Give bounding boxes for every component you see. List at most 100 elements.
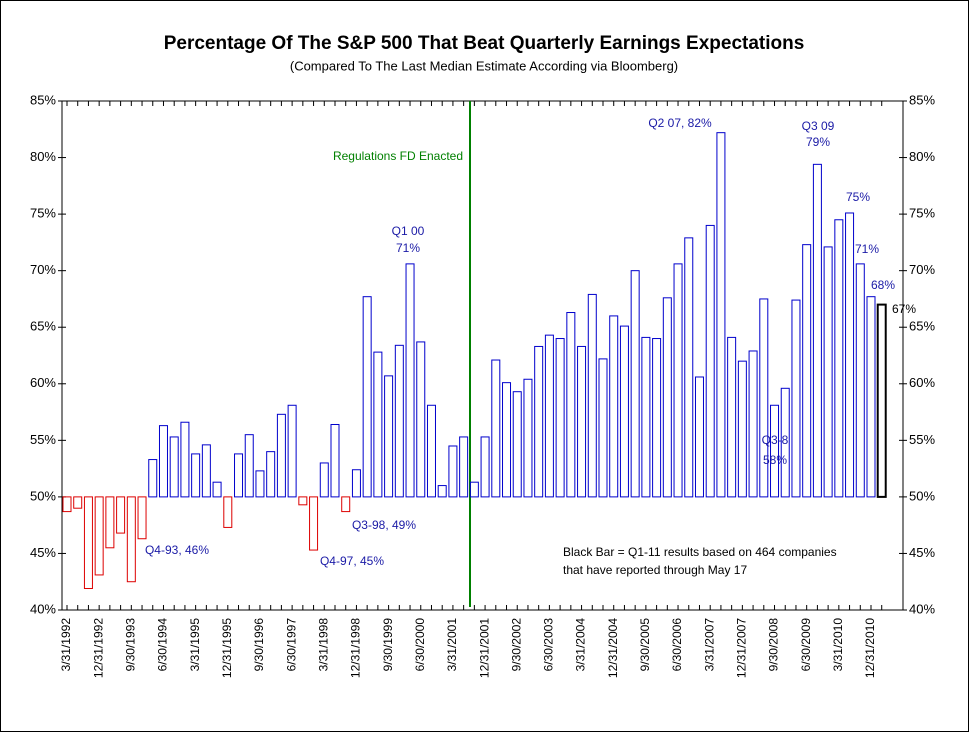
annotation: Q4-97, 45% <box>320 554 384 568</box>
bar <box>598 358 608 498</box>
annotation: 71% <box>855 242 879 256</box>
x-tick-label: 12/31/1992 <box>91 618 105 678</box>
x-tick-label: 9/30/1999 <box>381 618 395 672</box>
x-tick-label: 12/31/1995 <box>220 618 234 678</box>
y-tick-label: 60% <box>30 375 56 390</box>
bar <box>577 345 587 498</box>
x-tick-label: 6/30/1994 <box>156 618 170 672</box>
bar <box>448 445 458 498</box>
x-tick-label: 9/30/2008 <box>767 618 781 672</box>
bar <box>169 436 179 498</box>
y-tick-label: 55% <box>30 432 56 447</box>
plot-area <box>61 100 904 611</box>
bar <box>319 462 329 498</box>
bar <box>309 496 319 551</box>
bar <box>341 496 351 513</box>
y2-tick-label: 75% <box>909 206 935 221</box>
bar <box>812 163 822 498</box>
bar <box>201 444 211 498</box>
chart-title: Percentage Of The S&P 500 That Beat Quar… <box>164 33 805 54</box>
bar <box>234 453 244 498</box>
annotation: Q3-8 <box>762 433 789 447</box>
bar <box>727 336 737 498</box>
bar <box>426 404 436 498</box>
x-tick-label: 3/31/2004 <box>574 618 588 672</box>
bar <box>780 387 790 498</box>
y2-tick-label: 70% <box>909 262 935 277</box>
bar <box>694 376 704 498</box>
y-tick-label: 85% <box>30 92 56 107</box>
bar <box>641 336 651 498</box>
y2-tick-label: 50% <box>909 488 935 503</box>
bar <box>276 413 286 498</box>
x-tick-label: 6/30/2003 <box>542 618 556 672</box>
bar <box>298 496 308 506</box>
bar <box>619 325 629 498</box>
bar <box>73 496 83 509</box>
bar <box>244 434 254 498</box>
annotation: Q4-93, 46% <box>145 543 209 557</box>
bar <box>255 470 265 498</box>
annotation: Q1 00 <box>392 224 425 238</box>
bar <box>630 270 640 498</box>
bar <box>523 378 533 498</box>
bar <box>566 312 576 498</box>
y-tick-label: 80% <box>30 149 56 164</box>
y-tick-label: 65% <box>30 319 56 334</box>
bar <box>834 219 844 498</box>
y2-tick-label: 45% <box>909 545 935 560</box>
bar <box>855 263 865 498</box>
bar <box>351 469 361 498</box>
bar <box>716 132 726 498</box>
bar <box>491 359 501 498</box>
bar <box>802 244 812 498</box>
bar <box>845 212 855 498</box>
bar <box>770 404 780 498</box>
bar <box>362 296 372 498</box>
bar <box>705 224 715 498</box>
x-tick-label: 12/31/2001 <box>477 618 491 678</box>
x-tick-label: 12/31/2010 <box>863 618 877 678</box>
x-tick-label: 6/30/2000 <box>413 618 427 672</box>
annotation: Q3 09 <box>802 119 835 133</box>
x-tick-label: 6/30/2006 <box>670 618 684 672</box>
bar <box>266 451 276 498</box>
x-tick-label: 3/31/2010 <box>831 618 845 672</box>
x-tick-label: 9/30/1996 <box>252 618 266 672</box>
x-tick-label: 9/30/1993 <box>123 618 137 672</box>
bar <box>587 293 597 498</box>
annotation: Q3-98, 49% <box>352 518 416 532</box>
bar <box>394 344 404 498</box>
bar <box>83 496 93 590</box>
x-tick-label: 9/30/2005 <box>638 618 652 672</box>
bar <box>105 496 115 549</box>
bar <box>459 436 469 498</box>
y2-tick-label: 60% <box>909 375 935 390</box>
annotation: 71% <box>396 241 420 255</box>
bar <box>652 338 662 498</box>
bar <box>180 421 190 498</box>
bar <box>609 315 619 498</box>
bar <box>866 296 876 498</box>
bar <box>384 375 394 498</box>
y-tick-label: 50% <box>30 488 56 503</box>
annotation: Black Bar = Q1-11 results based on 464 c… <box>563 545 837 559</box>
y-tick-label: 40% <box>30 601 56 616</box>
bar <box>94 496 104 576</box>
bar <box>437 485 447 498</box>
y2-tick-label: 80% <box>909 149 935 164</box>
chart-subtitle: (Compared To The Last Median Estimate Ac… <box>290 58 678 73</box>
x-tick-label: 12/31/1998 <box>349 618 363 678</box>
bar <box>148 459 158 498</box>
bar <box>469 481 479 498</box>
bar <box>555 338 565 498</box>
bar <box>544 334 554 498</box>
annotation: Regulations FD Enacted <box>333 149 463 163</box>
y2-tick-label: 85% <box>909 92 935 107</box>
bar <box>512 391 522 498</box>
annotation: that have reported through May 17 <box>563 563 747 577</box>
x-tick-label: 12/31/2007 <box>735 618 749 678</box>
y-tick-label: 70% <box>30 262 56 277</box>
bar <box>126 496 136 583</box>
